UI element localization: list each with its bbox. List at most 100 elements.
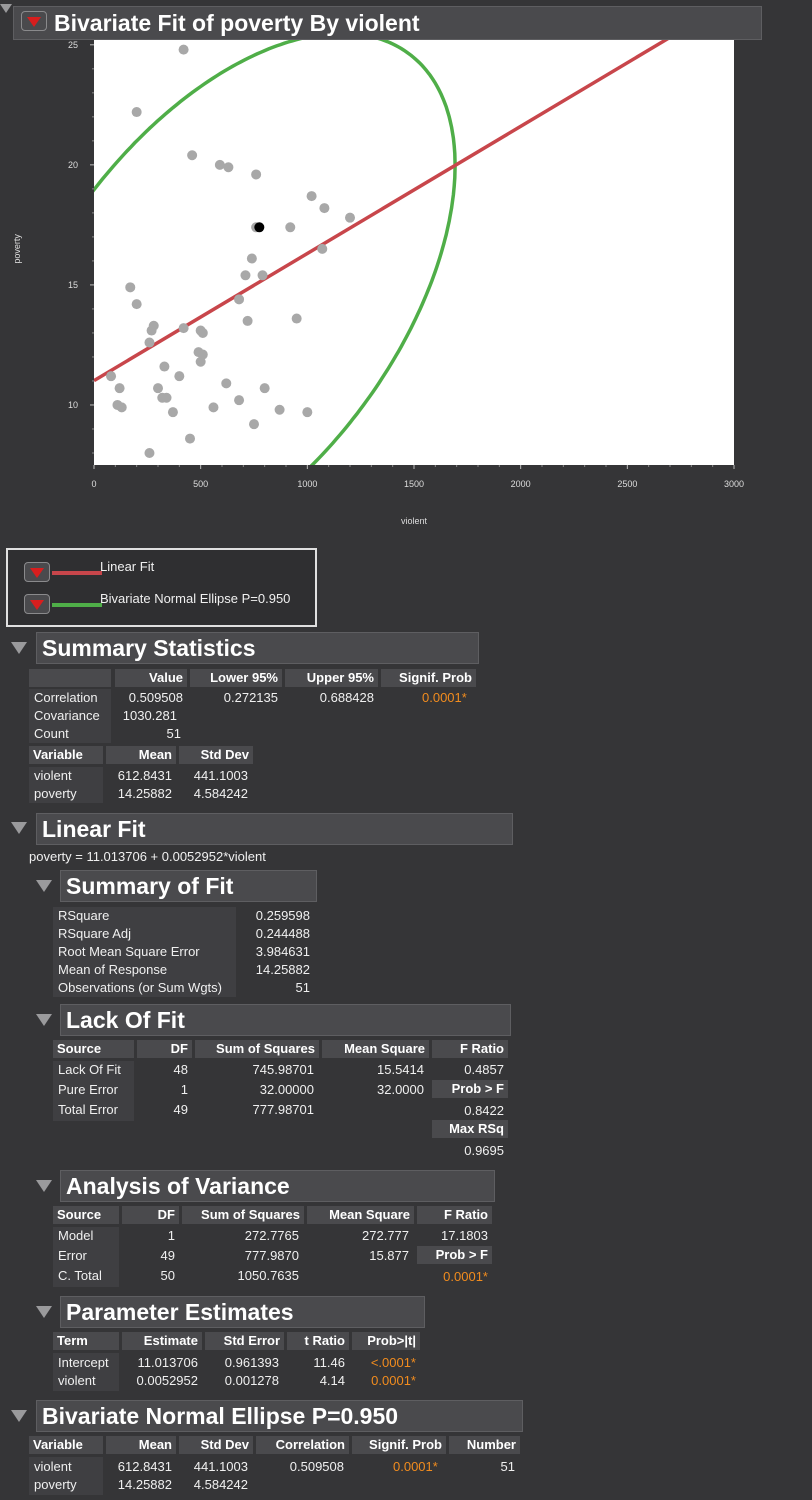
- anova-probf: 0.0001*: [443, 1269, 488, 1284]
- anova-ms: 15.877: [369, 1248, 409, 1263]
- param-labels-bg: [53, 1353, 119, 1391]
- lof-col-ss: Sum of Squares: [195, 1040, 319, 1058]
- fit-label: Root Mean Square Error: [58, 944, 200, 959]
- fit-line: [94, 40, 669, 383]
- data-point: [185, 433, 195, 444]
- param-col-t: t Ratio: [287, 1332, 349, 1350]
- col-blank: [29, 669, 111, 687]
- collapse-lof-icon[interactable]: [36, 1014, 52, 1026]
- lof-col-source: Source: [53, 1040, 134, 1058]
- ellipse-menu-button[interactable]: [24, 594, 50, 614]
- ell-labels-bg: [29, 1457, 103, 1495]
- data-point: [345, 212, 355, 223]
- correlation-value: 0.509508: [128, 690, 183, 705]
- anova-col-ss: Sum of Squares: [182, 1206, 304, 1224]
- collapse-fit-icon[interactable]: [36, 880, 52, 892]
- data-point: [146, 325, 157, 336]
- legend-linear-fit-label: Linear Fit: [100, 559, 155, 574]
- scatter-chart[interactable]: 0 500 1000 1500 2000 2500 3000 10 15 20 25 violent p…: [0, 40, 760, 540]
- covariance-value: 1030.281: [122, 708, 177, 723]
- fit-value: 0.244488: [255, 926, 310, 941]
- lof-df: 49: [173, 1102, 188, 1117]
- anova-col-ms: Mean Square: [307, 1206, 414, 1224]
- anova-col-f: F Ratio: [417, 1206, 492, 1224]
- legend-ellipse-label: Bivariate Normal Ellipse P=0.950: [100, 591, 291, 606]
- anova-col-df: DF: [122, 1206, 179, 1224]
- summary-of-fit-header[interactable]: Summary of Fit: [60, 870, 317, 902]
- plot-area: [94, 40, 734, 465]
- col-value: Value: [115, 669, 187, 687]
- summary-statistics-header[interactable]: Summary Statistics: [36, 632, 479, 664]
- violent-sd: 441.1003: [193, 768, 248, 783]
- x-axis-label: violent: [401, 516, 428, 526]
- anova-probf-label: Prob > F: [417, 1246, 492, 1264]
- data-point: [291, 313, 302, 324]
- linear-fit-header[interactable]: Linear Fit: [36, 813, 513, 845]
- data-point: [144, 447, 155, 458]
- collapse-summary-icon[interactable]: [11, 642, 27, 654]
- col-stddev: Std Dev: [179, 746, 253, 764]
- collapse-params-icon[interactable]: [36, 1306, 52, 1318]
- ell-col-corr: Correlation: [256, 1436, 349, 1454]
- ell-poverty-sd: 4.584242: [193, 1477, 248, 1492]
- ellipse-curve: [94, 40, 457, 465]
- poverty-mean: 14.25882: [117, 786, 172, 801]
- lof-ss: 32.00000: [259, 1082, 314, 1097]
- anova-f: 17.1803: [441, 1228, 488, 1243]
- ell-violent-sd: 441.1003: [193, 1459, 248, 1474]
- fit-value: 14.25882: [255, 962, 310, 977]
- lof-col-ms: Mean Square: [322, 1040, 429, 1058]
- ell-corr: 0.509508: [289, 1459, 344, 1474]
- x-tick-label: 3000: [724, 479, 744, 489]
- correlation-prob: 0.0001*: [422, 690, 467, 705]
- data-point: [319, 203, 330, 214]
- anova-labels-bg: [53, 1227, 119, 1287]
- var-labels-bg: [29, 767, 103, 803]
- ell-poverty-mean: 14.25882: [117, 1477, 172, 1492]
- collapse-ellipse-icon[interactable]: [11, 1410, 27, 1422]
- ellipse-header[interactable]: Bivariate Normal Ellipse P=0.950: [36, 1400, 523, 1432]
- param-col-p: Prob>|t|: [352, 1332, 420, 1350]
- lof-maxrsq: 0.9695: [464, 1143, 504, 1158]
- count-label: Count: [34, 726, 69, 741]
- parameter-estimates-header[interactable]: Parameter Estimates: [60, 1296, 425, 1328]
- data-point: [242, 315, 253, 326]
- data-point: [240, 270, 251, 281]
- ell-number: 51: [500, 1459, 515, 1474]
- collapse-outline-icon[interactable]: [0, 4, 12, 13]
- report-title-header[interactable]: Bivariate Fit of poverty By violent: [13, 6, 762, 40]
- collapse-anova-icon[interactable]: [36, 1180, 52, 1192]
- data-point: [195, 356, 206, 367]
- ellipse-swatch: [52, 603, 102, 607]
- lof-ss: 745.98701: [252, 1062, 314, 1077]
- param-term: Intercept: [58, 1355, 109, 1370]
- correlation-upper: 0.688428: [319, 690, 374, 705]
- fit-label: Observations (or Sum Wgts): [58, 980, 222, 995]
- lof-source: Total Error: [58, 1102, 118, 1117]
- anova-source: Error: [58, 1248, 87, 1263]
- ell-violent: violent: [34, 1459, 72, 1474]
- collapse-linear-icon[interactable]: [11, 822, 27, 834]
- report-title: Bivariate Fit of poverty By violent: [54, 10, 420, 36]
- x-tick-label: 500: [193, 479, 208, 489]
- report-menu-button[interactable]: [21, 11, 47, 31]
- data-point: [174, 371, 185, 382]
- x-tick-label: 2500: [617, 479, 637, 489]
- anova-header[interactable]: Analysis of Variance: [60, 1170, 495, 1202]
- data-point: [131, 299, 142, 310]
- linear-fit-menu-button[interactable]: [24, 562, 50, 582]
- fit-label: RSquare: [58, 908, 110, 923]
- lof-probf: 0.8422: [464, 1103, 504, 1118]
- violent-mean: 612.8431: [117, 768, 172, 783]
- lof-maxrsq-label: Max RSq: [432, 1120, 508, 1138]
- data-point: [131, 107, 142, 118]
- lack-of-fit-header[interactable]: Lack Of Fit: [60, 1004, 511, 1036]
- fit-label: Mean of Response: [58, 962, 168, 977]
- col-lower95: Lower 95%: [190, 669, 282, 687]
- param-prob: 0.0001*: [371, 1373, 416, 1388]
- x-tick-label: 0: [91, 479, 96, 489]
- row-labels-bg: [29, 689, 111, 743]
- data-point: [274, 404, 285, 415]
- lof-col-f: F Ratio: [432, 1040, 508, 1058]
- data-point: [106, 371, 117, 382]
